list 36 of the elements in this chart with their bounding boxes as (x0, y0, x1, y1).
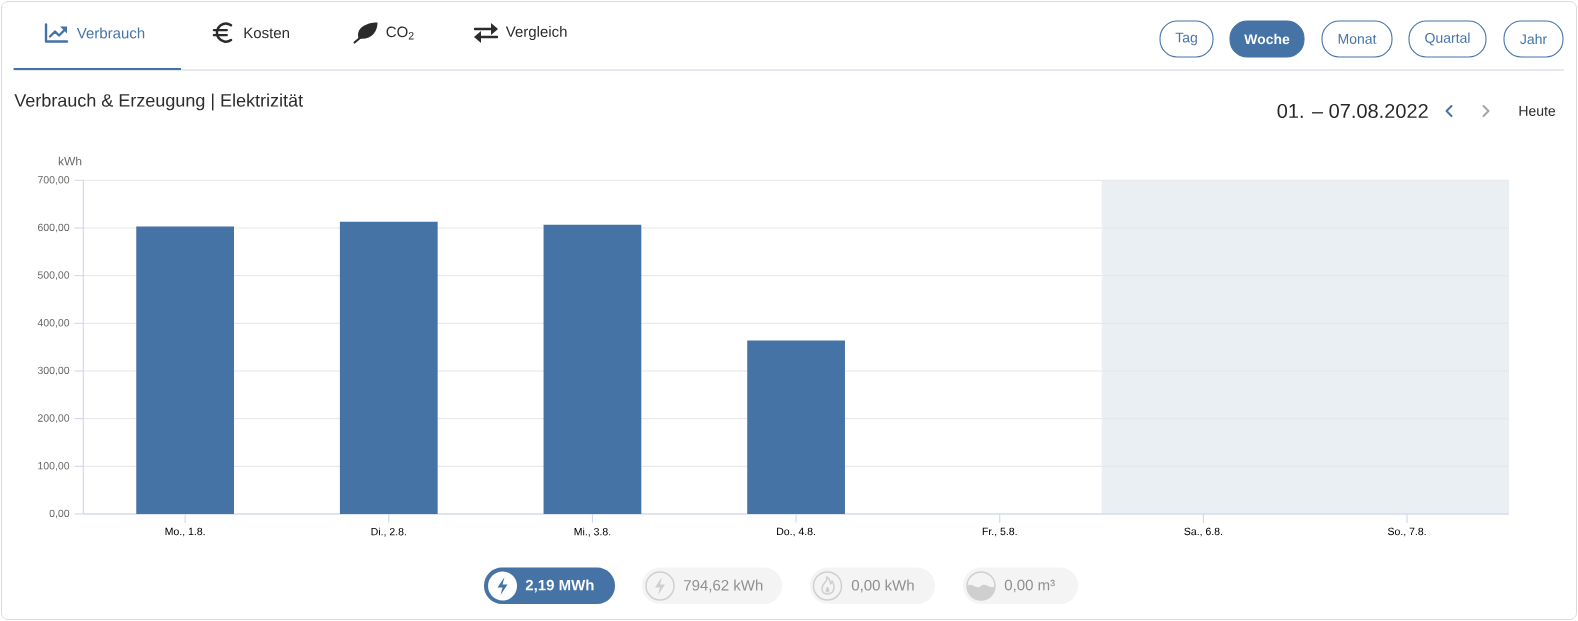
text: Monat (1338, 34, 1377, 44)
x-tick-label: Mo., 1.8. (165, 527, 205, 537)
text: 0,00 m³ (1004, 579, 1055, 593)
y-tick-label: 500,00 (37, 271, 70, 280)
bar (136, 226, 235, 514)
y-tick-label: 0,00 (49, 509, 70, 519)
x-tick-label: Sa., 6.8. (1184, 527, 1222, 537)
y-tick-label: 700,00 (38, 175, 70, 185)
text: Tag (1175, 32, 1197, 46)
y-tick-label: 300,00 (37, 366, 70, 376)
bar (339, 221, 438, 514)
bar (543, 224, 642, 514)
y-axis-title: kWh (58, 156, 82, 166)
text: Verbrauch (76, 27, 145, 39)
text: Jahr (1520, 33, 1547, 45)
text: 0,00 kWh (851, 579, 914, 593)
x-tick-label: Do., 4.8. (777, 527, 815, 537)
x-tick-label: Fr., 5.8. (982, 527, 1017, 537)
text: Kosten (244, 27, 289, 39)
text: Quartal (1425, 32, 1470, 46)
text: Woche (1244, 33, 1290, 45)
chart-title: Verbrauch & Erzeugung | Elektrizität (14, 93, 303, 111)
bar (747, 340, 845, 514)
y-tick-label: 200,00 (37, 414, 70, 423)
x-tick-label: Di., 2.8. (371, 527, 406, 537)
text: Vergleich (505, 26, 567, 40)
y-tick-label: 100,00 (38, 461, 70, 471)
x-tick-label: Mi., 3.8. (574, 527, 611, 537)
chart-subtitle: 01. – 07.08.2022 (1277, 103, 1428, 119)
y-tick-label: 400,00 (37, 318, 70, 328)
text: 2,19 MWh (525, 579, 594, 593)
text: CO$_{2}$ (386, 26, 414, 40)
text: Heute (1519, 106, 1556, 116)
text: 794,62 kWh (684, 579, 763, 593)
y-tick-label: 600,00 (37, 223, 70, 233)
x-tick-label: So., 7.8. (1387, 527, 1426, 537)
